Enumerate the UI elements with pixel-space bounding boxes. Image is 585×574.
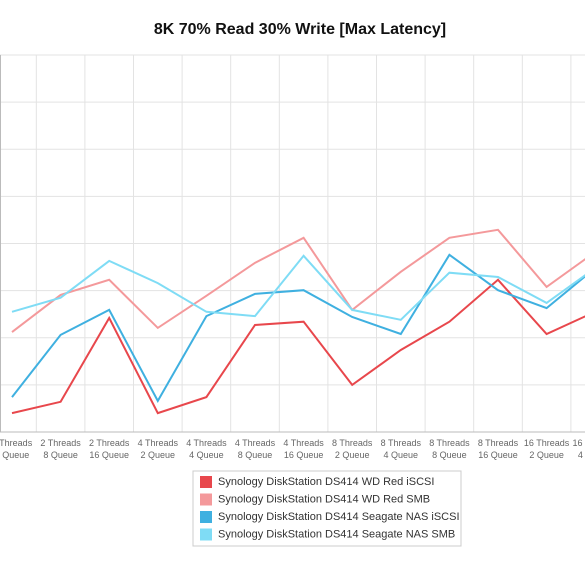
label-line: 4 Queue xyxy=(384,450,419,460)
label-line: 4 Threads xyxy=(283,438,324,448)
label-line: 2 Queue xyxy=(529,450,564,460)
legend-label: Synology DiskStation DS414 Seagate NAS i… xyxy=(218,511,460,523)
legend-swatch xyxy=(200,493,212,506)
x-tick-label: 2 Threads 4 Queue xyxy=(0,438,33,460)
label-line: 8 Queue xyxy=(43,450,78,460)
x-tick-label: 4 Threads 16 Queue xyxy=(283,438,324,460)
label-line: 4 Threads xyxy=(138,438,179,448)
legend-swatch xyxy=(200,528,212,541)
chart-title: 8K 70% Read 30% Write [Max Latency] xyxy=(154,21,446,38)
legend-swatch xyxy=(200,511,212,523)
x-tick-label: 16 Threads 2 Queue xyxy=(524,438,570,460)
label-line: 8 Queue xyxy=(432,450,467,460)
label-line: 4 Queue xyxy=(0,450,29,460)
series-line xyxy=(11,253,585,403)
x-tick-label: 4 Threads 8 Queue xyxy=(235,438,276,460)
x-tick-label: 4 Threads 2 Queue xyxy=(138,438,179,460)
label-line: 8 Threads xyxy=(332,438,373,448)
legend-label: Synology DiskStation DS414 WD Red SMB xyxy=(218,493,430,505)
label-line: 2 Threads xyxy=(40,438,81,448)
series-line xyxy=(11,254,585,321)
x-tick-label: 2 Threads 16 Queue xyxy=(89,438,130,460)
label-line: 16 Queue xyxy=(478,450,518,460)
label-line: 4 Queue xyxy=(578,450,585,460)
label-line: 8 Queue xyxy=(238,450,273,460)
x-tick-label: 2 Threads 8 Queue xyxy=(40,438,81,460)
legend-label: Synology DiskStation DS414 WD Red iSCSI xyxy=(218,476,434,488)
label-line: 16 Queue xyxy=(284,450,324,460)
x-tick-label: 8 Threads 2 Queue xyxy=(332,438,373,460)
x-tick-label: 8 Threads 4 Queue xyxy=(381,438,422,460)
label-line: 2 Threads xyxy=(0,438,33,448)
label-line: 4 Threads xyxy=(186,438,227,448)
x-tick-label: 8 Threads 16 Queue xyxy=(478,438,519,460)
x-tick-label: 4 Threads 4 Queue xyxy=(186,438,227,460)
label-line: 8 Threads xyxy=(478,438,519,448)
x-tick-label: 8 Threads 8 Queue xyxy=(429,438,470,460)
legend-swatch xyxy=(200,476,212,488)
legend-box xyxy=(192,470,462,547)
label-line: 2 Queue xyxy=(141,450,176,460)
label-line: 16 Threads xyxy=(524,438,570,448)
label-line: 2 Threads xyxy=(89,438,130,448)
label-line: 2 Queue xyxy=(335,450,370,460)
label-line: 8 Threads xyxy=(429,438,470,448)
series-line xyxy=(11,278,585,415)
label-line: 8 Threads xyxy=(381,438,422,448)
label-line: 4 Threads xyxy=(235,438,276,448)
label-line: 16 Queue xyxy=(89,450,129,460)
label-line: 16 Threads xyxy=(573,438,585,448)
label-line: 4 Queue xyxy=(189,450,224,460)
x-tick-label: 16 Threads 4 Queue xyxy=(573,438,585,460)
legend-label: Synology DiskStation DS414 Seagate NAS S… xyxy=(218,528,455,540)
series-line xyxy=(11,228,585,333)
